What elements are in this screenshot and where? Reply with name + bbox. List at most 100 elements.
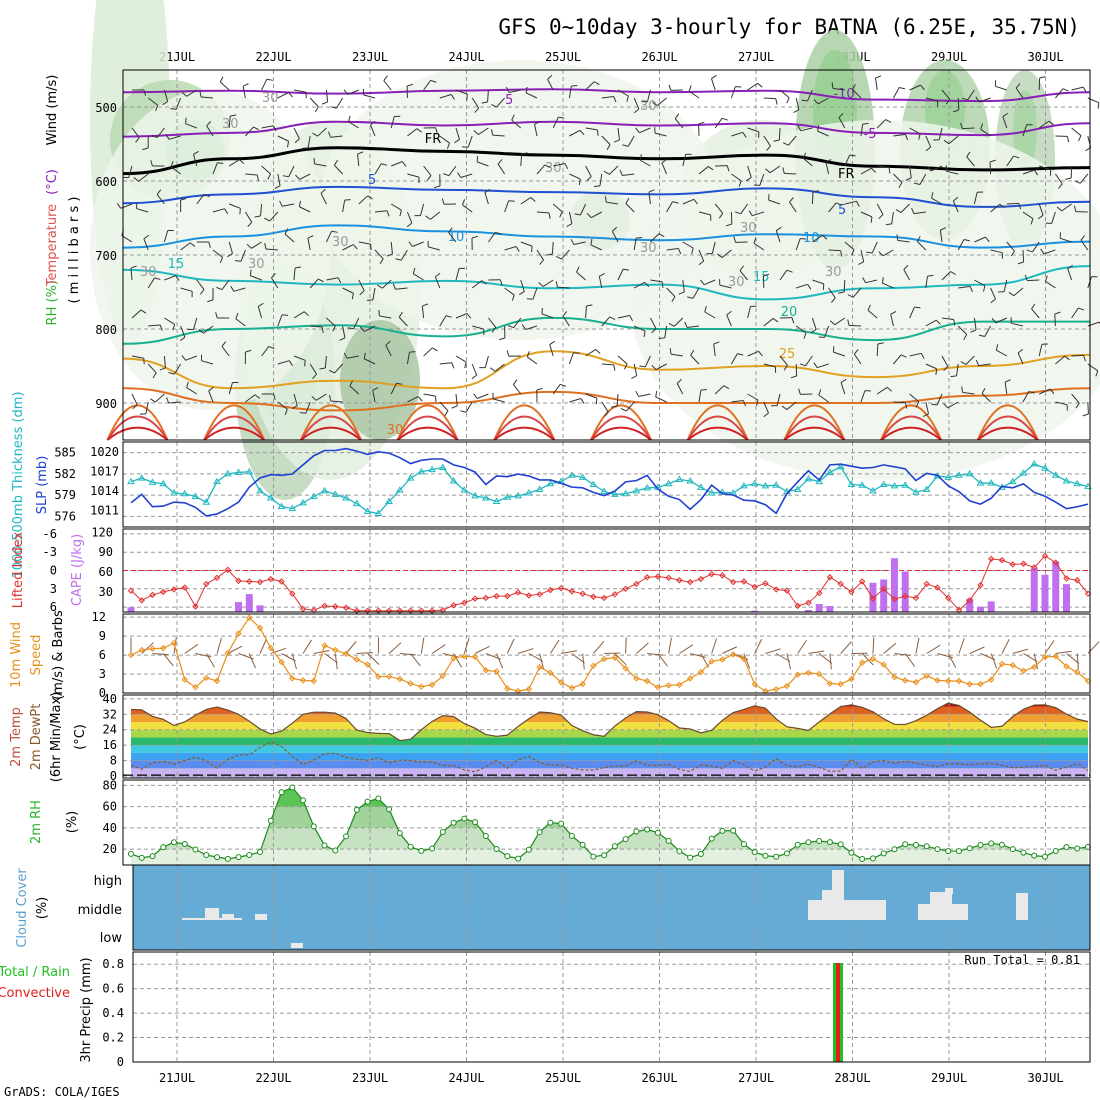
wind-barb-flag xyxy=(416,128,422,133)
wind-barb-flag xyxy=(249,269,252,276)
y-tick-temp: 24 xyxy=(103,723,117,737)
rh-marker xyxy=(257,849,264,856)
wind-speed-marker xyxy=(977,680,984,688)
rh-marker xyxy=(386,806,393,813)
lifted-index-marker xyxy=(418,607,425,614)
wind-speed-marker xyxy=(160,644,167,652)
isotherm-near-surface xyxy=(106,415,169,441)
wind-barb-10m xyxy=(410,653,421,667)
wind-barb xyxy=(488,317,497,328)
wind-barb-10m xyxy=(270,647,287,654)
wind-barb-flag xyxy=(943,139,950,145)
wind-barb-10m xyxy=(969,646,985,654)
wind-barb-10m xyxy=(1023,653,1038,663)
wind-barb xyxy=(326,317,336,327)
wind-barb-flag xyxy=(1049,388,1055,395)
wind-speed-marker xyxy=(643,677,651,685)
wind-barb-10m xyxy=(722,646,738,654)
temp-color-band xyxy=(131,729,1088,738)
wind-barb-flag xyxy=(969,286,973,293)
wind-barb-flag xyxy=(363,352,366,359)
lifted-index-marker xyxy=(740,578,748,585)
wind-barb xyxy=(233,287,246,292)
lifted-index-marker xyxy=(547,586,554,594)
wind-barb xyxy=(1022,169,1035,175)
wind-barb xyxy=(261,346,270,357)
wind-barb-flag xyxy=(620,408,627,412)
wind-barb xyxy=(476,161,489,167)
lifted-index-marker xyxy=(719,572,726,579)
lifted-index-marker xyxy=(525,592,533,599)
wind-barb-10m xyxy=(754,638,763,654)
thickness-marker xyxy=(836,462,845,470)
thickness-marker xyxy=(288,504,297,512)
contour-label: 20 xyxy=(781,305,798,320)
thickness-marker xyxy=(213,477,221,485)
wind-barb xyxy=(428,246,440,251)
wind-speed-marker xyxy=(966,680,973,688)
wind-barb xyxy=(307,135,311,148)
wind-barb-10m xyxy=(1033,653,1039,670)
wind-barb-10m xyxy=(291,653,297,670)
wind-barb xyxy=(811,191,814,205)
lifted-index-marker xyxy=(998,556,1006,564)
lifted-index-marker xyxy=(439,606,447,614)
rh-marker xyxy=(644,826,651,833)
wind-barb-flag xyxy=(596,129,599,136)
lifted-index-marker xyxy=(697,575,705,583)
thickness-marker xyxy=(740,481,748,489)
wind-barb-flag xyxy=(738,180,742,187)
wind-barb-flag xyxy=(989,159,996,163)
wind-barb-flag xyxy=(303,311,309,317)
rh-marker xyxy=(149,853,156,860)
wind-barb xyxy=(644,355,651,368)
lifted-index-marker xyxy=(783,587,791,594)
wind-barb-flag xyxy=(888,167,891,174)
wind-speed-marker xyxy=(880,661,887,668)
wind-barb-flag xyxy=(803,332,807,339)
lifted-index-marker xyxy=(643,574,651,581)
wind-barb-flag xyxy=(799,363,806,367)
lifted-index-marker xyxy=(869,595,877,602)
wind-barb xyxy=(1071,86,1084,91)
wind-speed-marker xyxy=(600,655,608,663)
wind-barb-flag xyxy=(960,361,967,365)
wind-barb xyxy=(293,311,305,319)
wind-barb xyxy=(1038,203,1044,216)
wind-barb xyxy=(633,363,638,376)
wind-speed-marker xyxy=(740,655,748,663)
wind-barb xyxy=(185,123,197,129)
thickness-marker xyxy=(847,480,856,487)
wind-barb-flag xyxy=(674,113,680,119)
lifted-index-marker xyxy=(267,575,274,583)
wind-barb xyxy=(639,159,651,167)
thickness-marker xyxy=(664,479,673,487)
thickness-marker xyxy=(180,489,189,497)
rh-marker xyxy=(181,840,188,847)
y-tick-cape: 120 xyxy=(91,525,113,539)
rh-marker xyxy=(751,849,758,856)
wind-barb-flag xyxy=(435,272,441,278)
temp-color-band xyxy=(131,737,1088,746)
thickness-marker xyxy=(299,498,307,506)
cape-bar xyxy=(235,602,243,612)
wind-barb xyxy=(973,317,977,330)
wind-barb xyxy=(406,352,410,365)
wind-barb-flag xyxy=(856,201,860,207)
wind-barb xyxy=(335,97,344,109)
cloud-block xyxy=(255,914,267,920)
x-tick-bottom: 24JUL xyxy=(448,1071,484,1085)
wind-barb xyxy=(965,355,975,365)
thickness-marker xyxy=(331,490,340,497)
lifted-index-marker xyxy=(912,594,920,602)
wind-barb-flag xyxy=(840,250,843,257)
cape-bar xyxy=(1062,584,1070,612)
wind-barb xyxy=(374,163,382,175)
wind-barb xyxy=(860,167,872,175)
lifted-index-marker xyxy=(138,597,145,604)
wind-speed-marker xyxy=(267,644,274,652)
wind-barb-flag xyxy=(155,105,159,111)
wind-barb xyxy=(913,211,926,215)
wind-barb xyxy=(487,231,496,243)
wind-barb-flag xyxy=(622,268,630,271)
